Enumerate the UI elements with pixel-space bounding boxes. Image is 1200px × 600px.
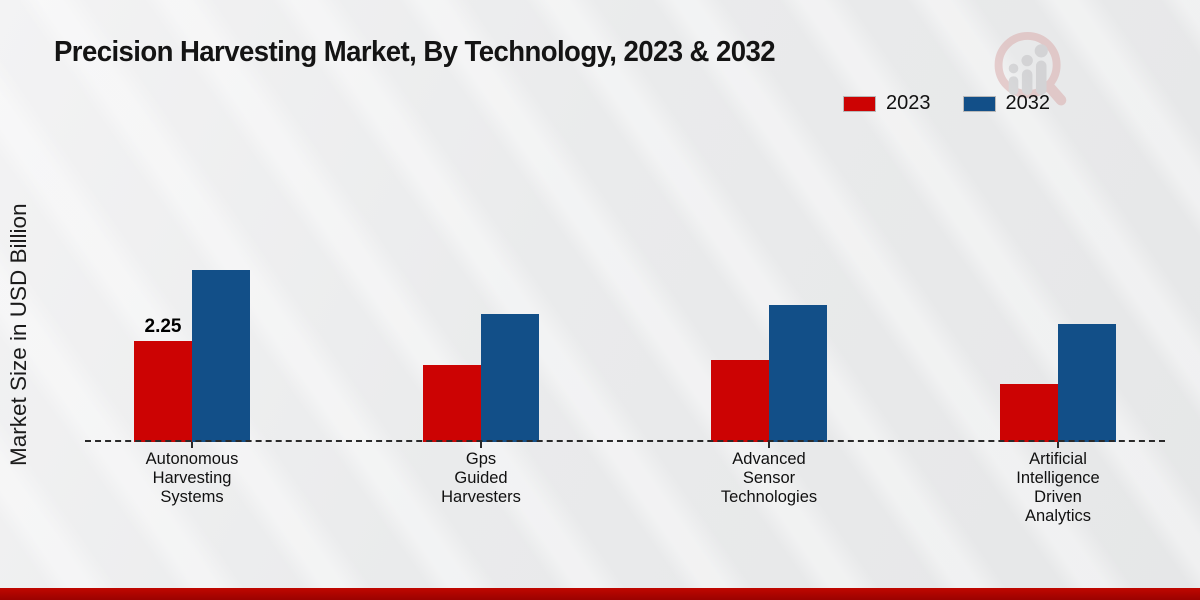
legend-item-2023: 2023	[843, 92, 931, 115]
bar-2023-1	[423, 365, 481, 442]
logo-dot-3	[1034, 44, 1048, 58]
bar-2023-3	[1000, 384, 1058, 442]
x-axis-category-label: Artificial Intelligence Driven Analytics	[1016, 450, 1100, 525]
bar-value-label: 2.25	[144, 316, 182, 337]
bar-2032-3	[1058, 324, 1116, 442]
bar-2032-2	[769, 305, 827, 442]
x-axis-category-label: Autonomous Harvesting Systems	[145, 450, 239, 506]
x-axis-tick	[480, 442, 482, 448]
legend-swatch-2023	[843, 95, 876, 112]
bar-2032-0	[192, 270, 250, 442]
legend: 2023 2032	[843, 92, 1050, 115]
chart-title: Precision Harvesting Market, By Technolo…	[54, 36, 776, 68]
legend-item-2032: 2032	[962, 92, 1051, 115]
x-axis-category-label: Advanced Sensor Technologies	[720, 450, 818, 506]
x-axis-tick	[191, 442, 193, 448]
x-axis-tick	[768, 442, 770, 448]
bar-2023-2	[711, 360, 769, 442]
logo-dot-2	[1021, 54, 1033, 67]
logo-dot-1	[1008, 63, 1019, 74]
x-axis-baseline	[85, 440, 1165, 442]
market-research-future-watermark-icon	[994, 31, 1067, 106]
legend-label: 2032	[1005, 92, 1051, 114]
footer-accent-bar	[0, 588, 1200, 600]
logo-bar-2	[1021, 69, 1033, 95]
logo-bar-1	[1008, 76, 1019, 95]
legend-label: 2023	[886, 92, 931, 114]
bar-2023-0	[134, 341, 192, 442]
logo-bar-3	[1035, 60, 1047, 95]
legend-swatch-2032	[962, 95, 996, 112]
bar-2032-1	[481, 314, 539, 442]
x-axis-category-label: Gps Guided Harvesters	[441, 450, 521, 506]
x-axis-tick	[1057, 442, 1059, 448]
magnifier-handle	[1043, 80, 1067, 106]
